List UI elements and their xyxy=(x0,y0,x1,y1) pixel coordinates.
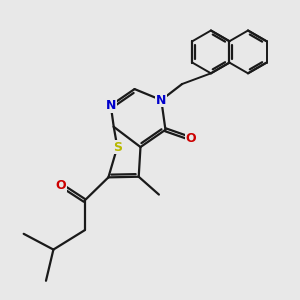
Text: N: N xyxy=(106,99,116,112)
Text: S: S xyxy=(113,140,122,154)
Text: O: O xyxy=(186,132,196,145)
Text: O: O xyxy=(56,178,66,192)
Text: N: N xyxy=(156,94,166,106)
